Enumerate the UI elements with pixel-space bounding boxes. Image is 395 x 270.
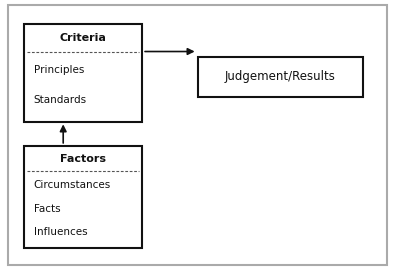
Text: Standards: Standards: [34, 95, 87, 105]
Text: Facts: Facts: [34, 204, 60, 214]
Text: Circumstances: Circumstances: [34, 180, 111, 190]
Text: Factors: Factors: [60, 154, 106, 164]
Text: Criteria: Criteria: [60, 33, 106, 43]
Bar: [24, 146, 142, 248]
Text: Judgement/Results: Judgement/Results: [225, 70, 336, 83]
Bar: [198, 57, 363, 97]
Bar: [24, 24, 142, 122]
Text: Principles: Principles: [34, 65, 84, 75]
Text: Influences: Influences: [34, 227, 87, 237]
